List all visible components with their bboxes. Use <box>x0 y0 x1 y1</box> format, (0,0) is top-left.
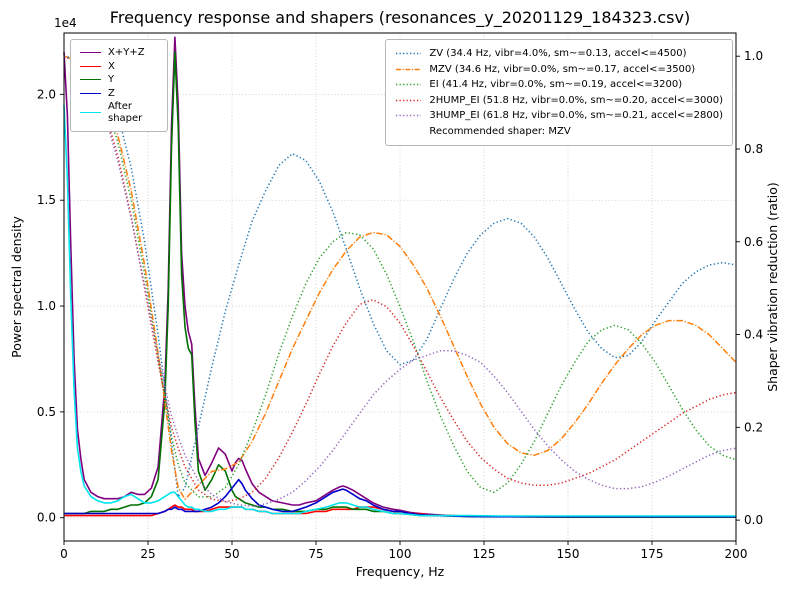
legend-label: Z <box>108 87 115 99</box>
x-tick-label: 100 <box>389 547 412 561</box>
recommended-shaper-note: Recommended shaper: MZV <box>395 125 723 139</box>
legend-item-y: Y <box>80 74 158 86</box>
legend-line-swatch-y <box>80 79 101 81</box>
shaper-curve-zv <box>63 55 737 498</box>
plot-title: Frequency response and shapers (resonanc… <box>109 8 691 27</box>
shaper-curve-ei <box>63 55 737 498</box>
x-tick-label: 75 <box>308 547 323 561</box>
legend-item-x-y-z: X+Y+Z <box>80 47 158 59</box>
legend-label: 2HUMP_EI (51.8 Hz, vibr=0.0%, sm~=0.20, … <box>429 94 723 106</box>
legend-label: After shaper <box>108 101 143 124</box>
y-left-tick-label: 2.0 <box>37 87 56 101</box>
y-left-tick-label: 1.0 <box>37 299 56 313</box>
legend-item-after-shaper: After shaper <box>80 101 158 124</box>
legend-item-2hump-ei: 2HUMP_EI (51.8 Hz, vibr=0.0%, sm~=0.20, … <box>395 94 723 108</box>
recommended-shaper-text: Recommended shaper: MZV <box>429 125 571 137</box>
legend-item-x: X <box>80 61 158 73</box>
shaper-legend: ZV (34.4 Hz, vibr=4.0%, sm~=0.13, accel<… <box>385 39 733 146</box>
legend-label: ZV (34.4 Hz, vibr=4.0%, sm~=0.13, accel<… <box>429 48 687 59</box>
legend-item-zv: ZV (34.4 Hz, vibr=4.0%, sm~=0.13, accel<… <box>395 47 723 61</box>
y-axis-offset-text: 1e4 <box>54 16 77 30</box>
x-tick-label: 150 <box>557 547 580 561</box>
y-right-tick-label: 0.8 <box>744 142 763 156</box>
legend-line-swatch-mzv <box>396 68 422 70</box>
x-tick-label: 0 <box>60 547 68 561</box>
y-right-tick-label: 0.2 <box>744 420 763 434</box>
legend-line-swatch-2hump-ei <box>396 99 422 101</box>
x-tick-label: 125 <box>473 547 496 561</box>
legend-line-swatch-zv <box>396 53 422 55</box>
y-axis-right-label: Shaper vibration reduction (ratio) <box>765 182 780 392</box>
plot-border <box>63 32 737 542</box>
y-axis-left-label: Power spectral density <box>9 216 24 358</box>
y-left-tick-label: 0.5 <box>37 405 56 419</box>
legend-item-3hump-ei: 3HUMP_EI (61.8 Hz, vibr=0.0%, sm~=0.21, … <box>395 109 723 123</box>
legend-item-mzv: MZV (34.6 Hz, vibr=0.0%, sm~=0.17, accel… <box>395 63 723 77</box>
legend-line-swatch-x <box>80 65 101 67</box>
y-left-tick-label: 1.5 <box>37 193 56 207</box>
legend-line-swatch-ei <box>396 84 422 86</box>
legend-label: X+Y+Z <box>108 47 145 58</box>
legend-label: X <box>108 60 115 72</box>
legend-line-swatch-z <box>80 92 101 94</box>
legend-item-z: Z <box>80 88 158 100</box>
legend-label: Y <box>108 74 115 85</box>
shaper-curve-3hump-ei <box>63 55 737 507</box>
y-right-tick-label: 0.6 <box>744 235 763 249</box>
legend-line-swatch-3hump-ei <box>396 115 422 117</box>
legend-label: MZV (34.6 Hz, vibr=0.0%, sm~=0.17, accel… <box>429 63 696 75</box>
psd-curve-z <box>64 478 736 518</box>
psd-legend: X+Y+Z X Y Z After shaper <box>70 39 168 132</box>
legend-label: 3HUMP_EI (61.8 Hz, vibr=0.0%, sm~=0.21, … <box>429 110 723 121</box>
x-tick-label: 50 <box>224 547 239 561</box>
x-tick-label: 175 <box>641 547 664 561</box>
legend-line-swatch-after-shaper <box>80 112 101 113</box>
legend-line-swatch-x-y-z <box>80 52 101 54</box>
y-right-tick-label: 1.0 <box>744 49 763 63</box>
y-right-tick-label: 0.0 <box>744 513 763 527</box>
x-tick-label: 200 <box>725 547 748 561</box>
legend-label: EI (41.4 Hz, vibr=0.0%, sm~=0.19, accel<… <box>429 79 683 90</box>
x-axis-label: Frequency, Hz <box>355 564 445 579</box>
y-left-tick-label: 0.0 <box>37 511 56 525</box>
y-right-tick-label: 0.4 <box>744 328 763 342</box>
legend-item-ei: EI (41.4 Hz, vibr=0.0%, sm~=0.19, accel<… <box>395 78 723 92</box>
x-tick-label: 25 <box>140 547 155 561</box>
psd-curve-after-shaper <box>63 104 736 517</box>
